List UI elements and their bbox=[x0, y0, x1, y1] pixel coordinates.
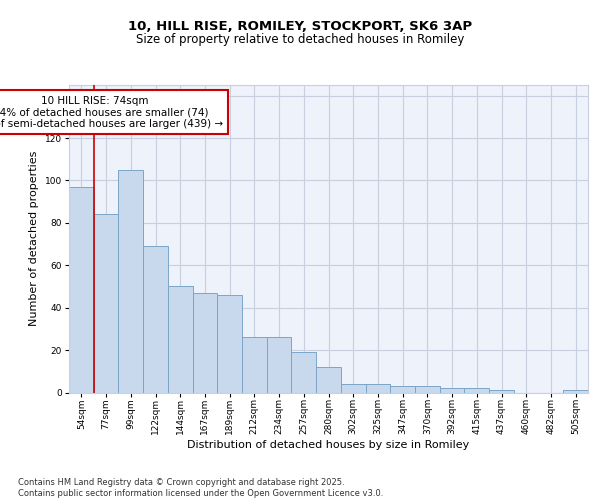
Bar bbox=[292, 352, 316, 393]
Bar bbox=[464, 388, 489, 392]
Bar bbox=[193, 293, 217, 392]
Bar bbox=[217, 295, 242, 392]
Bar bbox=[242, 338, 267, 392]
Bar bbox=[440, 388, 464, 392]
Bar bbox=[316, 367, 341, 392]
Bar bbox=[563, 390, 588, 392]
Bar bbox=[118, 170, 143, 392]
Bar bbox=[390, 386, 415, 392]
Bar bbox=[69, 187, 94, 392]
Bar bbox=[168, 286, 193, 393]
Text: 10, HILL RISE, ROMILEY, STOCKPORT, SK6 3AP: 10, HILL RISE, ROMILEY, STOCKPORT, SK6 3… bbox=[128, 20, 472, 33]
Text: Contains HM Land Registry data © Crown copyright and database right 2025.
Contai: Contains HM Land Registry data © Crown c… bbox=[18, 478, 383, 498]
Y-axis label: Number of detached properties: Number of detached properties bbox=[29, 151, 39, 326]
Bar bbox=[489, 390, 514, 392]
Bar bbox=[415, 386, 440, 392]
Bar bbox=[365, 384, 390, 392]
Bar bbox=[94, 214, 118, 392]
Bar bbox=[143, 246, 168, 392]
Bar bbox=[341, 384, 365, 392]
X-axis label: Distribution of detached houses by size in Romiley: Distribution of detached houses by size … bbox=[187, 440, 470, 450]
Bar bbox=[267, 338, 292, 392]
Text: 10 HILL RISE: 74sqm
← 14% of detached houses are smaller (74)
84% of semi-detach: 10 HILL RISE: 74sqm ← 14% of detached ho… bbox=[0, 96, 223, 129]
Text: Size of property relative to detached houses in Romiley: Size of property relative to detached ho… bbox=[136, 32, 464, 46]
